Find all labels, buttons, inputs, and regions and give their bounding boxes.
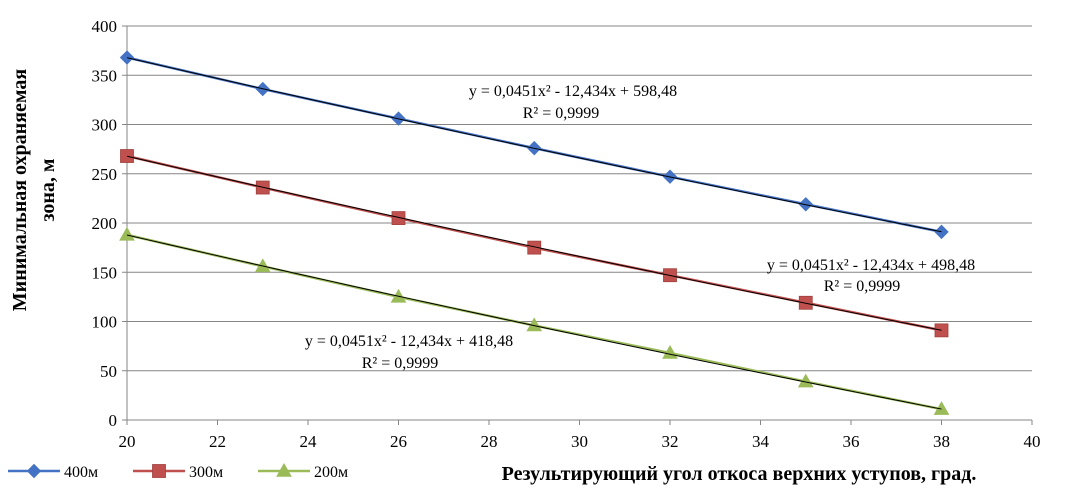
point-300 <box>391 211 406 225</box>
x-tick-label: 28 <box>481 432 498 451</box>
x-tick-label: 38 <box>933 432 950 451</box>
legend-marker-200 <box>276 462 292 477</box>
x-tick-label: 40 <box>1024 432 1041 451</box>
y-tick-label: 100 <box>92 313 118 332</box>
x-tick-label: 32 <box>662 432 679 451</box>
legend-label-400: 400м <box>64 464 98 481</box>
point-400 <box>934 224 949 240</box>
y-tick-label: 0 <box>109 411 118 430</box>
x-tick-label: 36 <box>843 432 860 451</box>
point-400 <box>119 50 135 65</box>
trend-r2-400: R² = 0,9999 <box>523 105 600 122</box>
y-tick-label: 350 <box>92 66 118 85</box>
gridlines <box>127 25 1032 372</box>
x-axis-title: Результирующий угол откоса верхних уступ… <box>502 463 977 485</box>
y-tick-label: 250 <box>92 165 118 184</box>
legend-marker-400 <box>26 463 42 479</box>
trend-r2-300: R² = 0,9999 <box>824 278 901 295</box>
trendline-200 <box>126 234 942 410</box>
legend-marker-300 <box>152 464 166 478</box>
x-tick-label: 24 <box>300 432 318 451</box>
y-tick-label: 50 <box>100 362 117 381</box>
axes <box>122 25 1033 425</box>
trendline-400 <box>126 57 942 233</box>
tick-labels: 0 50 100 150 200 250 300 350 400 20 22 24 26 28 30 32 34… <box>92 17 1041 451</box>
y-tick-label: 200 <box>92 214 118 233</box>
point-200 <box>797 373 814 388</box>
y-tick-label: 400 <box>92 17 118 36</box>
y-axis-title-line2: зона, м <box>37 158 59 221</box>
x-tick-label: 22 <box>209 432 226 451</box>
y-tick-label: 300 <box>92 116 118 135</box>
point-200 <box>119 226 135 241</box>
trendline-300 <box>126 155 942 331</box>
legend-label-200: 200м <box>314 464 348 481</box>
legend: 400м 300м 200м <box>8 462 348 481</box>
x-tick-label: 26 <box>390 432 407 451</box>
trend-equation-400: y = 0,0451x² - 12,434x + 598,48 <box>469 83 677 100</box>
point-300 <box>934 323 949 338</box>
trendlines <box>126 57 942 410</box>
annotations: y = 0,0451x² - 12,434x + 598,48 R² = 0,9… <box>305 83 975 372</box>
point-300 <box>527 240 542 255</box>
trend-equation-300: y = 0,0451x² - 12,434x + 498,48 <box>767 257 975 274</box>
legend-label-300: 300м <box>189 464 223 481</box>
y-axis-title-line1: Минимальная охраняемая <box>9 69 31 312</box>
y-tick-label: 150 <box>92 263 118 282</box>
trend-r2-200: R² = 0,9999 <box>362 355 439 372</box>
x-tick-label: 34 <box>752 432 770 451</box>
point-300 <box>120 149 134 163</box>
x-tick-label: 20 <box>119 432 136 451</box>
x-tick-label: 30 <box>571 432 588 451</box>
trend-equation-200: y = 0,0451x² - 12,434x + 418,48 <box>305 333 513 350</box>
